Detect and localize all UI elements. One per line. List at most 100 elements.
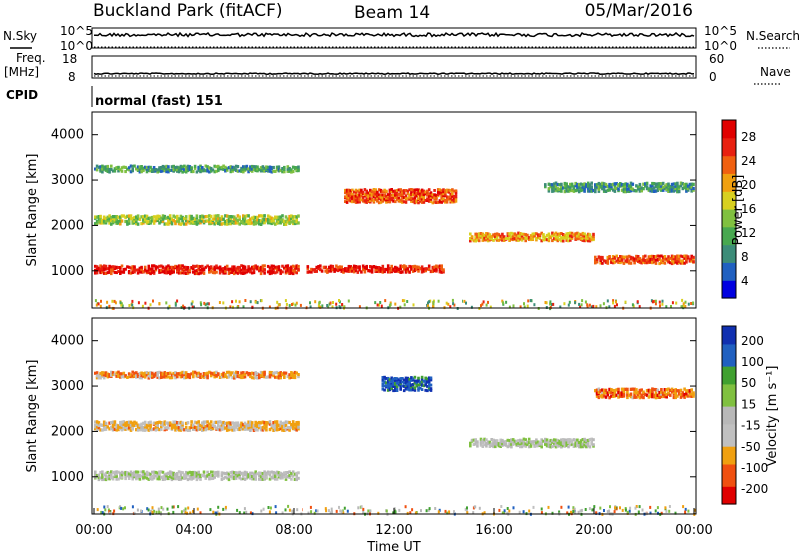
range-cell [229,215,233,219]
range-cell [679,184,683,188]
range-cell [672,257,676,261]
range-cell [410,188,413,191]
range-cell [652,387,656,392]
range-cell [567,303,570,307]
range-cell [631,182,635,186]
range-cell [549,302,552,306]
range-cell [403,303,406,307]
range-cell [133,511,136,515]
range-cell [202,168,206,172]
range-cell [192,472,195,476]
range-cell [346,509,349,513]
colorbar-segment [722,124,736,130]
range-cell [288,420,291,425]
range-cell [160,506,163,510]
range-cell [167,267,170,271]
range-cell [229,267,233,271]
range-cell [403,299,406,303]
range-cell [240,169,243,173]
range-cell [208,265,211,269]
range-cell [263,221,266,225]
range-cell [464,507,467,511]
range-cell [106,425,110,429]
range-cell [615,259,618,263]
range-cell [394,196,397,199]
range-cell [473,505,476,509]
range-cell [635,391,638,395]
range-cell [154,215,158,219]
range-cell [501,438,504,442]
range-cell [242,264,245,268]
range-cell [324,265,327,269]
range-cell [601,261,604,265]
range-cell [168,214,172,218]
range-cell [236,427,240,431]
range-cell [274,425,277,429]
range-cell [120,473,124,477]
range-cell [335,268,338,272]
range-cell [275,477,279,481]
colorbar-segment [722,357,736,363]
range-cell [437,299,440,303]
range-cell [526,233,529,237]
colorbar-segment [722,271,736,277]
range-cell [229,170,233,174]
range-cell [283,374,286,378]
range-cell [204,219,208,223]
range-cell [263,214,266,218]
range-cell [165,375,168,379]
colorbar-segment [722,257,736,263]
range-cell [145,214,149,218]
range-cell [667,387,670,391]
range-cell [515,236,518,240]
range-cell [168,217,172,221]
range-cell [556,438,560,442]
range-cell [545,440,549,444]
range-cell [242,424,245,429]
range-cell [683,254,686,258]
range-cell [199,221,202,225]
range-cell [395,377,399,381]
range-cell [620,255,624,259]
range-cell [588,183,592,187]
range-cell [602,187,606,191]
range-cell [397,198,401,202]
range-cell [99,376,102,380]
range-cell [131,168,134,172]
range-cell [135,475,138,479]
range-cell [594,185,597,189]
range-cell [554,181,558,185]
range-cell [604,259,608,263]
range-cell [404,379,408,382]
range-cell [679,395,683,399]
range-cell [356,200,360,204]
range-cell [215,264,218,268]
range-cell [417,197,420,201]
range-cell [626,259,629,263]
range-cell [554,440,558,444]
range-cell [624,255,627,259]
range-cell [594,261,597,265]
range-cell [190,473,193,477]
date-title: 05/Mar/2016 [585,1,693,21]
range-cell [435,264,438,268]
range-cell [611,255,615,258]
range-cell [490,444,493,447]
range-cell [293,265,297,269]
range-cell [204,375,208,379]
range-cell [488,440,492,444]
range-cell [658,184,661,188]
range-cell [520,232,524,236]
range-cell [385,384,388,388]
range-cell [429,197,433,201]
range-cell [168,219,172,223]
colorbar-segment [722,173,736,179]
range-cell [415,199,418,203]
range-cell [145,476,149,480]
range-cell [209,470,213,474]
range-cell [331,305,334,309]
range-cell [588,233,592,237]
range-cell [313,268,317,272]
range-cell [413,196,417,200]
range-cell [247,420,250,424]
